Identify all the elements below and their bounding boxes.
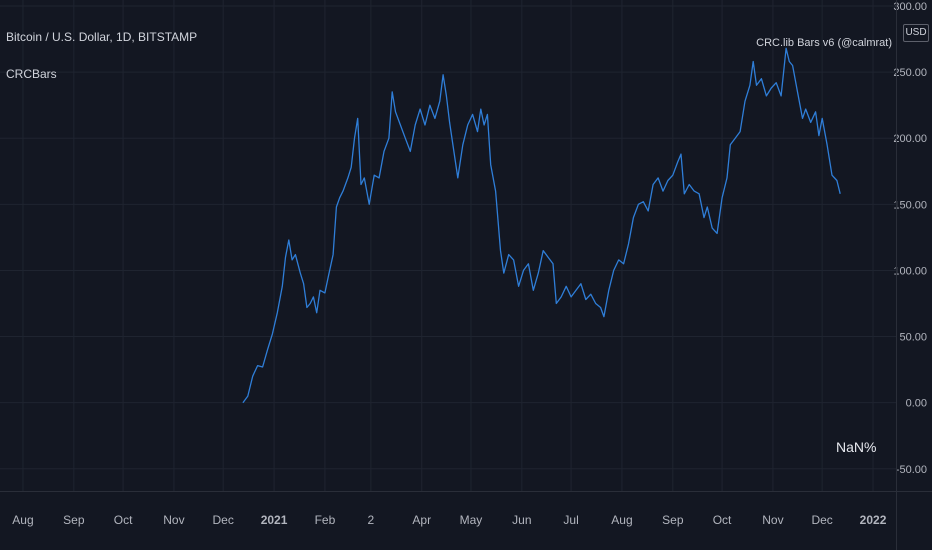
y-tick-label: 200.00 [893, 133, 927, 145]
x-tick-label: Oct [114, 513, 133, 527]
x-tick-label: Feb [315, 513, 336, 527]
y-tick-label: 50.00 [899, 332, 927, 344]
x-tick-label: Jul [563, 513, 578, 527]
y-tick-label: -50.00 [896, 464, 927, 476]
series-layer [242, 47, 841, 404]
indicator-name[interactable]: CRCBars [6, 67, 57, 81]
vertical-grid [22, 0, 874, 491]
y-tick-label: 0.00 [906, 398, 927, 410]
symbol-title[interactable]: Bitcoin / U.S. Dollar, 1D, BITSTAMP [6, 30, 198, 44]
series-line [242, 47, 841, 404]
currency-badge[interactable]: USD [903, 24, 929, 42]
time-axis-divider [0, 491, 932, 492]
y-axis[interactable]: 300.00 250.00 200.00 150.00 100.00 50.00 0.00 -… [893, 1, 927, 476]
x-tick-label: Aug [12, 513, 33, 527]
y-tick-label: 250.00 [893, 67, 927, 79]
nan-percent-label: NaN% [836, 439, 877, 455]
x-tick-label: 2021 [261, 513, 288, 527]
x-tick-label: 2022 [860, 513, 887, 527]
horizontal-grid [0, 5, 896, 470]
x-tick-label: 2 [368, 513, 375, 527]
y-tick-label: 150.00 [893, 199, 927, 211]
x-tick-label: Dec [213, 513, 234, 527]
x-axis[interactable]: Aug Sep Oct Nov Dec 2021 Feb 2 Apr May Jun Jul Aug Se… [12, 513, 886, 527]
x-tick-label: Dec [811, 513, 832, 527]
x-tick-label: Apr [412, 513, 431, 527]
x-tick-label: Oct [713, 513, 732, 527]
indicator-label[interactable]: CRC.lib Bars v6 (@calmrat) [756, 37, 892, 49]
x-tick-label: May [460, 513, 483, 527]
x-tick-label: Aug [611, 513, 632, 527]
y-tick-label: 100.00 [893, 265, 927, 277]
x-tick-label: Sep [662, 513, 684, 527]
y-tick-label: 300.00 [893, 1, 927, 13]
x-tick-label: Nov [762, 513, 783, 527]
price-axis-divider [896, 0, 897, 550]
x-tick-label: Nov [163, 513, 184, 527]
x-tick-label: Jun [512, 513, 531, 527]
x-tick-label: Sep [63, 513, 85, 527]
